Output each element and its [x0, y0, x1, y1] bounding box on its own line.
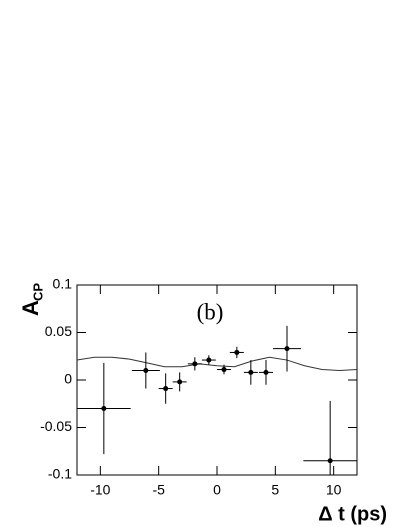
y-axis-label-main: A	[18, 300, 43, 316]
x-tick-label: 10	[326, 482, 342, 498]
data-point	[101, 406, 107, 411]
data-point	[284, 346, 290, 352]
data-point	[143, 368, 149, 373]
data-point	[177, 379, 183, 385]
annotation: (b)	[197, 299, 224, 324]
x-tick-label: 5	[271, 482, 279, 498]
y-tick-label: 0.05	[45, 323, 72, 339]
data-point	[248, 369, 254, 375]
y-tick-label: -0.05	[40, 418, 72, 434]
data-point	[163, 386, 169, 392]
x-axis-label: Δ t (ps)	[318, 503, 387, 525]
x-tick-label: -10	[90, 482, 110, 498]
data-point	[206, 357, 212, 363]
data-point	[263, 369, 269, 375]
data-point	[192, 361, 198, 367]
y-axis-label-sub: CP	[30, 283, 45, 301]
plot-area	[77, 325, 357, 475]
data-point	[234, 349, 240, 355]
fit-curve	[77, 356, 357, 372]
y-tick-label: 0.1	[53, 276, 73, 292]
y-tick-label: 0	[64, 371, 72, 387]
y-axis-label: A CP	[18, 283, 46, 316]
x-tick-label: -5	[152, 482, 165, 498]
y-tick-label: -0.1	[48, 466, 72, 482]
data-point	[221, 367, 227, 373]
x-tick-label: 0	[213, 482, 221, 498]
data-point	[327, 458, 333, 464]
